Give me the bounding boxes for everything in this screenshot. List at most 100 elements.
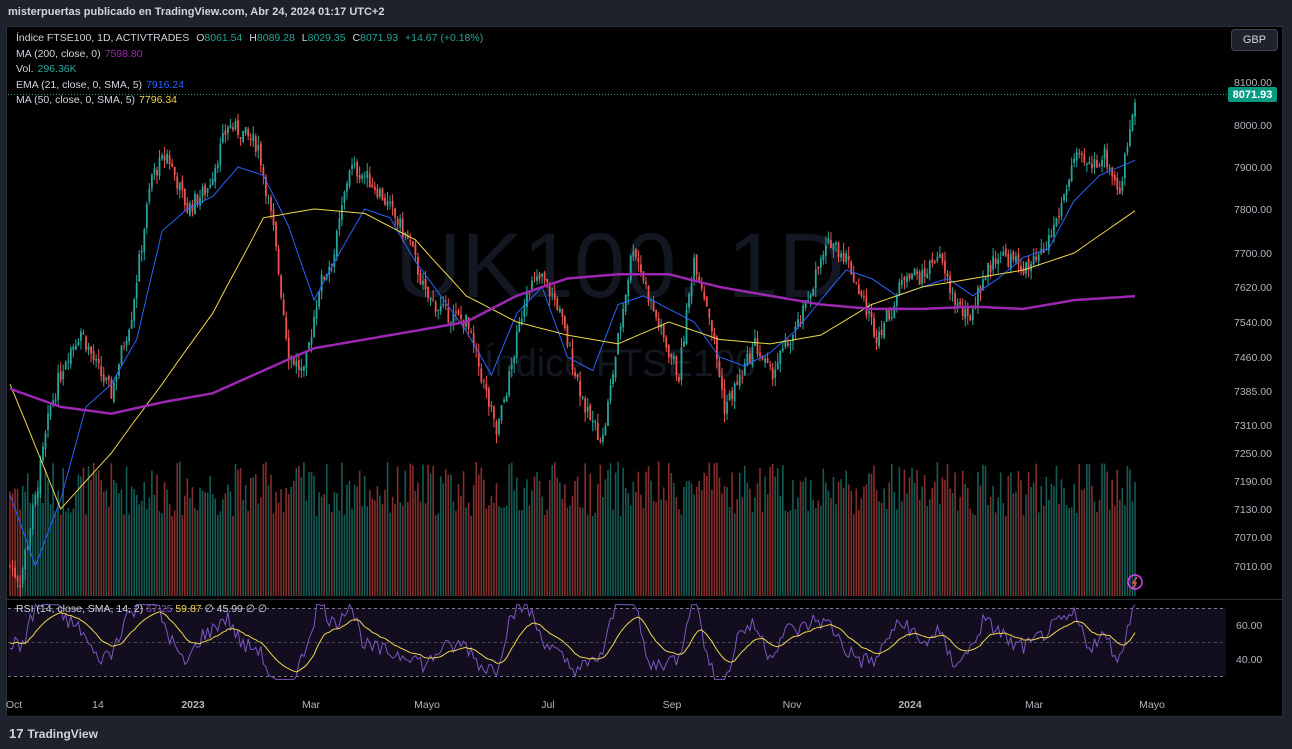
- volume-bar: [219, 511, 222, 596]
- candle-body: [1032, 256, 1035, 265]
- candle-body: [1075, 151, 1078, 161]
- candle-body: [1035, 256, 1038, 261]
- price-tick-label: 7620.00: [1234, 282, 1272, 294]
- volume-bar: [1073, 483, 1075, 596]
- volume-bar: [1065, 505, 1068, 596]
- candle-body: [949, 275, 951, 294]
- candle-body: [812, 289, 815, 296]
- candle-body: [373, 186, 376, 191]
- candle-body: [64, 361, 67, 370]
- candle-body: [148, 188, 151, 202]
- candle-body: [584, 398, 587, 413]
- volume-bar: [389, 512, 391, 596]
- volume-bar: [678, 509, 680, 596]
- candle-body: [936, 256, 939, 262]
- candle-body: [1126, 147, 1129, 153]
- volume-bar: [500, 508, 503, 596]
- volume-bar: [870, 473, 873, 596]
- volume-bar: [1050, 484, 1053, 596]
- currency-button[interactable]: GBP: [1231, 29, 1278, 51]
- volume-bar: [450, 474, 452, 596]
- candle-body: [310, 337, 313, 345]
- chart-frame[interactable]: [6, 26, 1283, 717]
- candle-body: [384, 197, 386, 205]
- candle-body: [1091, 164, 1093, 169]
- volume-bar: [792, 480, 794, 596]
- candle-body: [655, 310, 658, 318]
- volume-bar: [561, 499, 564, 596]
- volume-bar: [683, 487, 685, 596]
- candle-body: [353, 163, 356, 165]
- candle-body: [391, 200, 394, 207]
- candle-body: [237, 119, 239, 135]
- candle-body: [817, 266, 820, 270]
- volume-bar: [138, 504, 141, 596]
- volume-bar: [1055, 465, 1058, 596]
- volume-bar: [526, 479, 528, 596]
- candle-body: [267, 197, 270, 199]
- volume-bar: [559, 482, 561, 596]
- candle-body: [913, 269, 916, 276]
- volume-bar: [1134, 482, 1136, 596]
- candle-body: [769, 364, 772, 367]
- volume-bar: [675, 497, 678, 596]
- volume-bar: [951, 492, 954, 596]
- volume-bar: [346, 484, 348, 596]
- candle-body: [153, 167, 156, 175]
- candle-body: [39, 460, 42, 493]
- candle-body: [523, 305, 526, 318]
- candle-body: [510, 364, 513, 370]
- candle-body: [672, 356, 675, 360]
- volume-bar: [711, 489, 713, 596]
- candle-body: [262, 166, 265, 176]
- volume-bar: [206, 492, 209, 596]
- volume-bar: [1048, 500, 1050, 596]
- volume-bar: [343, 514, 346, 596]
- volume-bar: [419, 501, 422, 596]
- volume-bar: [551, 465, 554, 596]
- volume-bar: [232, 515, 234, 596]
- legend-change: +14.67 (+0.18%): [405, 32, 484, 44]
- volume-bar: [325, 464, 328, 596]
- tradingview-logo[interactable]: 17 TradingView: [9, 726, 98, 741]
- volume-bar: [313, 475, 315, 596]
- volume-bar: [196, 510, 199, 596]
- volume-bar: [847, 484, 850, 596]
- volume-bar: [944, 479, 946, 596]
- alert-bolt: [1131, 576, 1138, 589]
- volume-bar: [814, 507, 817, 596]
- candle-body: [662, 324, 665, 338]
- candle-body: [242, 130, 245, 142]
- candle-body: [1015, 255, 1017, 262]
- time-tick-label: 2023: [181, 699, 205, 711]
- candle-body: [944, 260, 946, 274]
- candle-body: [888, 308, 891, 320]
- volume-bar: [434, 515, 437, 596]
- volume-bar: [536, 472, 538, 596]
- candle-body: [918, 272, 921, 285]
- ma50-value: 7796.34: [139, 94, 178, 106]
- volume-bar: [379, 495, 381, 596]
- volume-bar: [987, 505, 989, 596]
- candle-body: [508, 370, 511, 396]
- volume-bar: [997, 497, 999, 596]
- volume-bar: [204, 492, 206, 596]
- volume-bar: [548, 480, 551, 596]
- candle-body: [42, 446, 44, 461]
- candle-body: [640, 264, 642, 273]
- volume-bar: [852, 514, 855, 596]
- volume-bar: [320, 496, 323, 596]
- candle-body: [513, 357, 516, 364]
- volume-bar: [1004, 515, 1007, 596]
- volume-bar: [1053, 485, 1055, 596]
- candle-body: [835, 242, 837, 245]
- candle-body: [442, 303, 445, 306]
- price-tick-label: 8000.00: [1234, 120, 1272, 132]
- volume-bar: [227, 484, 229, 596]
- candle-body: [941, 253, 944, 263]
- candle-body: [85, 336, 87, 350]
- candle-body: [680, 347, 683, 380]
- volume-bar: [807, 510, 809, 596]
- volume-bar: [513, 490, 516, 596]
